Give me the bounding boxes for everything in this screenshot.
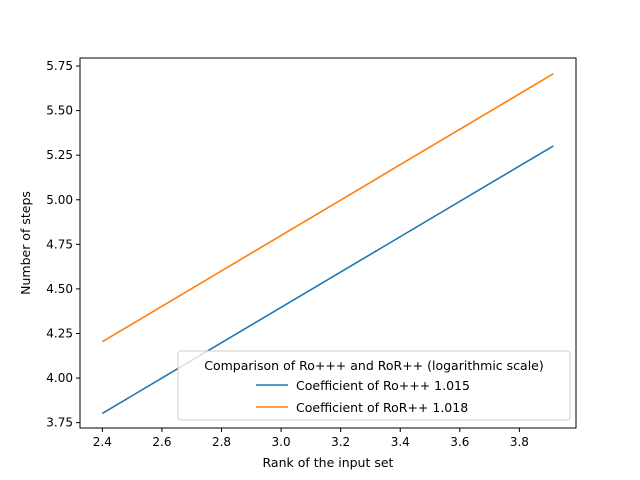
y-tick-label: 5.75 bbox=[46, 59, 73, 73]
x-tick-label: 3.2 bbox=[331, 435, 350, 449]
y-tick-label: 4.00 bbox=[46, 371, 73, 385]
legend-title: Comparison of Ro+++ and RoR++ (logarithm… bbox=[204, 358, 543, 373]
y-tick-label: 4.50 bbox=[46, 282, 73, 296]
x-axis-ticks: 2.4 2.6 2.8 3.0 3.2 3.4 3.6 3.8 bbox=[93, 428, 529, 449]
y-axis-label: Number of steps bbox=[18, 191, 33, 295]
y-axis-ticks: 3.75 4.00 4.25 4.50 4.75 5.00 5.25 5.50 5.75 bbox=[46, 59, 80, 430]
legend-box bbox=[177, 350, 571, 421]
x-tick-label: 2.4 bbox=[93, 435, 112, 449]
legend: Comparison of Ro+++ and RoR++ (logarithm… bbox=[177, 350, 571, 421]
x-tick-label: 3.0 bbox=[272, 435, 291, 449]
x-tick-label: 3.6 bbox=[450, 435, 469, 449]
y-tick-label: 3.75 bbox=[46, 416, 73, 430]
legend-label-ro: Coefficient of Ro+++ 1.015 bbox=[296, 378, 470, 393]
series-line-1 bbox=[101, 73, 554, 343]
y-tick-label: 4.75 bbox=[46, 237, 73, 251]
y-tick-label: 5.25 bbox=[46, 148, 73, 162]
x-tick-label: 2.8 bbox=[212, 435, 231, 449]
legend-label-ror: Coefficient of RoR++ 1.018 bbox=[296, 400, 468, 415]
x-tick-label: 2.6 bbox=[152, 435, 171, 449]
x-tick-label: 3.8 bbox=[510, 435, 529, 449]
x-axis-label: Rank of the input set bbox=[263, 455, 394, 470]
plot-frame bbox=[79, 57, 577, 429]
x-tick-label: 3.4 bbox=[391, 435, 410, 449]
y-tick-label: 4.25 bbox=[46, 326, 73, 340]
y-tick-label: 5.50 bbox=[46, 104, 73, 118]
y-tick-label: 5.00 bbox=[46, 193, 73, 207]
